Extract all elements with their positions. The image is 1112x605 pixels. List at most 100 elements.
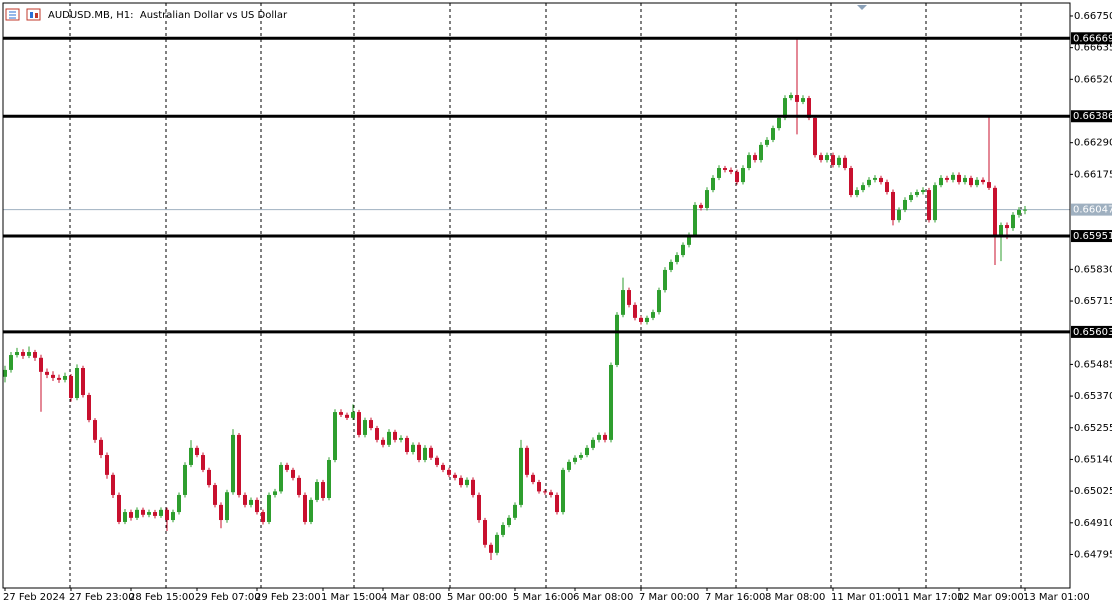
candle-body <box>243 494 247 505</box>
candle-body <box>867 179 871 186</box>
candle-body <box>657 290 661 313</box>
candle-body <box>645 317 649 322</box>
candle-body <box>387 431 391 445</box>
candle-body <box>75 367 79 399</box>
y-tick-label: 0.66750 <box>1074 11 1112 22</box>
candle-body <box>945 177 949 180</box>
candle-body <box>687 234 691 245</box>
candle-body <box>753 155 757 161</box>
candle-body <box>711 177 715 191</box>
candle-body <box>603 434 607 440</box>
candle-body <box>207 469 211 486</box>
candle-body <box>621 290 625 315</box>
candle-body <box>651 312 655 318</box>
candle-body <box>981 179 985 183</box>
x-tick-label: 4 Mar 08:00 <box>381 592 441 603</box>
plot-frame <box>2 2 1071 589</box>
y-tick-label: 0.65830 <box>1074 264 1112 275</box>
candle-body <box>567 461 571 470</box>
y-tick-label: 0.66175 <box>1074 169 1112 180</box>
candle-body <box>141 509 145 515</box>
level-label: 0.65951 <box>1073 231 1112 242</box>
y-tick-label: 0.65370 <box>1074 391 1112 402</box>
candle-body <box>579 455 583 458</box>
candle-body <box>1011 214 1015 229</box>
candle-body <box>1023 209 1027 211</box>
candle-body <box>801 98 805 102</box>
candle-body <box>273 491 277 495</box>
candle-body <box>57 377 61 380</box>
candle-body <box>267 494 271 522</box>
candle-body <box>225 492 229 521</box>
y-tick-label: 0.65255 <box>1074 423 1112 434</box>
candle-body <box>309 499 313 522</box>
level-label: 0.66669 <box>1073 33 1112 44</box>
y-tick-label: 0.65140 <box>1074 454 1112 465</box>
candle-body <box>885 182 889 192</box>
candle-body <box>573 457 577 462</box>
candle-body <box>477 494 481 521</box>
x-tick-label: 29 Feb 07:00 <box>195 592 261 603</box>
candle-body <box>195 447 199 456</box>
x-tick-label: 1 Mar 15:00 <box>321 592 381 603</box>
candle-body <box>189 447 193 465</box>
x-tick-label: 7 Mar 16:00 <box>705 592 765 603</box>
candle-body <box>975 179 979 186</box>
candle-body <box>819 155 823 161</box>
candle-body <box>633 304 637 318</box>
candle-body <box>15 352 19 356</box>
candle-body <box>471 479 475 495</box>
y-tick-label: 0.65025 <box>1074 486 1112 497</box>
candle-body <box>939 177 943 186</box>
candle-body <box>69 375 73 399</box>
level-label-box <box>1071 230 1112 243</box>
x-tick-label: 6 Mar 08:00 <box>573 592 633 603</box>
candle-body <box>909 195 913 200</box>
candle-body <box>585 447 589 456</box>
candle-body <box>93 420 97 440</box>
candle-body <box>315 482 319 500</box>
candle-body <box>345 414 349 418</box>
candle-body <box>183 464 187 495</box>
x-tick-label: 29 Feb 23:00 <box>255 592 321 603</box>
candle-body <box>129 512 133 518</box>
candle-body <box>87 394 91 421</box>
candle-body <box>807 98 811 118</box>
candle-body <box>237 434 241 495</box>
candle-body <box>861 185 865 191</box>
candle-body <box>441 464 445 470</box>
candle-body <box>219 504 223 521</box>
icon-bar <box>30 12 33 18</box>
candle-body <box>1005 225 1009 229</box>
candle-body <box>159 509 163 516</box>
x-tick-label: 27 Feb 23:00 <box>69 592 135 603</box>
candle-body <box>255 499 259 513</box>
candle-body <box>147 512 151 515</box>
x-tick-label: 11 Mar 17:00 <box>897 592 964 603</box>
candle-body <box>291 469 295 478</box>
level-label-box <box>1071 110 1112 123</box>
candle-body <box>855 190 859 196</box>
candle-body <box>27 352 31 356</box>
candle-body <box>363 420 367 435</box>
candle-body <box>531 474 535 483</box>
candle-body <box>21 352 25 356</box>
candle-body <box>873 177 877 180</box>
candle-body <box>495 534 499 553</box>
candle-body <box>675 255 679 262</box>
candle-body <box>897 209 901 221</box>
candle-body <box>615 314 619 365</box>
candle-body <box>549 492 553 495</box>
y-tick-label: 0.64910 <box>1074 518 1112 529</box>
candle-body <box>783 98 787 118</box>
current-price-label: 0.66047 <box>1073 205 1112 216</box>
candle-body <box>99 439 103 456</box>
candle-body <box>705 190 709 208</box>
candle-body <box>327 459 331 499</box>
candle-body <box>747 155 751 169</box>
y-tick-label: 0.65485 <box>1074 359 1112 370</box>
plot-area <box>3 3 1070 588</box>
candle-body <box>813 117 817 156</box>
candle-body <box>777 117 781 129</box>
candle-body <box>891 191 895 221</box>
